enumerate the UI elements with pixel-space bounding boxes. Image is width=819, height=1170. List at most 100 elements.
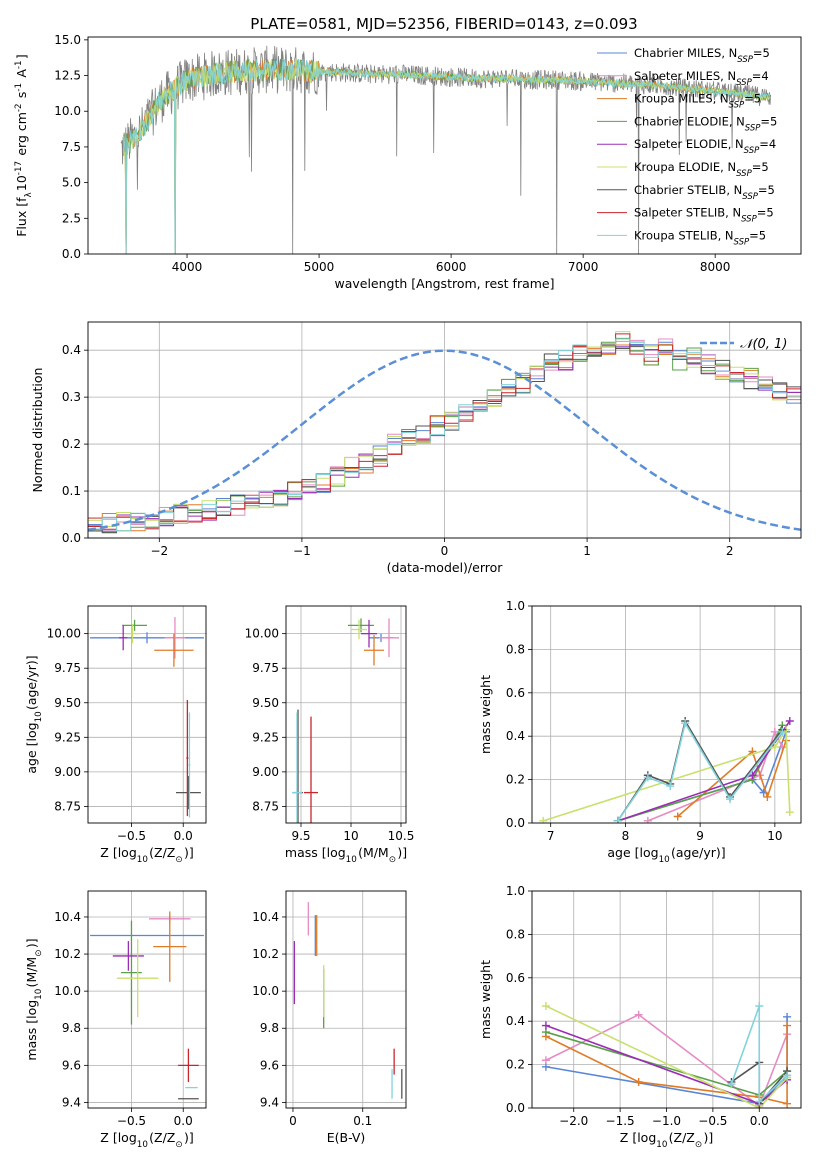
histogram-series bbox=[88, 345, 801, 534]
plus-marker bbox=[666, 782, 675, 791]
y-tick-label: 0.1 bbox=[62, 484, 81, 498]
y-axis-label: mass [log10 (M/M⊙ )] bbox=[24, 938, 44, 1060]
plus-marker bbox=[681, 719, 690, 728]
x-axis-label: (data-model)/error bbox=[387, 560, 504, 575]
plus-marker bbox=[748, 771, 757, 780]
x-axis-label: Z [log10 (Z/Z⊙ )] bbox=[620, 1130, 713, 1150]
errorbar-point bbox=[121, 920, 142, 1025]
x-tick-label: −1.0 bbox=[652, 1114, 681, 1128]
y-axis-label: mass weight bbox=[478, 960, 493, 1039]
plot-area-mass-vs-EBV bbox=[293, 902, 403, 1099]
plus-marker bbox=[783, 1012, 792, 1021]
x-tick-label: 10 bbox=[343, 829, 358, 843]
axes-residuals: −2 −1 0 1 2 0.0 0.1 0.2 0.3 0.4 (data-model)/error… bbox=[30, 321, 802, 575]
plot-area-massweight-vs-age bbox=[539, 717, 794, 823]
y-tick-label: 0.0 bbox=[506, 1101, 525, 1115]
errorbar-point bbox=[351, 619, 367, 640]
y-tick-label: 0.0 bbox=[62, 247, 81, 261]
errorbar-point bbox=[186, 699, 189, 817]
histogram-series bbox=[88, 338, 801, 532]
y-tick-label: 10.00 bbox=[47, 627, 81, 641]
axes-frame bbox=[285, 890, 407, 1109]
y-tick-label: 0.4 bbox=[506, 1014, 525, 1028]
plus-marker bbox=[763, 792, 772, 801]
y-tick-label: 8.75 bbox=[54, 799, 81, 813]
x-tick-label: 2 bbox=[726, 544, 734, 558]
y-tick-label: 15.0 bbox=[54, 33, 81, 47]
plus-marker bbox=[541, 1056, 550, 1065]
y-tick-label: 0.6 bbox=[506, 971, 525, 985]
massweight-series bbox=[542, 727, 791, 822]
errorbar-point bbox=[188, 712, 191, 818]
plus-marker bbox=[755, 1002, 764, 1011]
y-tick-label: 0.6 bbox=[506, 686, 525, 700]
x-tick-label: −2.0 bbox=[559, 1114, 588, 1128]
y-tick-label: 0.3 bbox=[62, 390, 81, 404]
plus-marker bbox=[770, 727, 779, 736]
errorbar-point bbox=[379, 618, 399, 658]
y-tick-label: 9.75 bbox=[252, 661, 279, 675]
y-tick-label: 0.2 bbox=[506, 773, 525, 787]
y-tick-label: 9.4 bbox=[62, 1095, 81, 1109]
axes-frame bbox=[285, 605, 407, 824]
axes-frame bbox=[87, 605, 207, 824]
errorbar-point bbox=[125, 623, 140, 644]
axes-age-vs-mass: 9.5 10 10.5 8.75 9.00 9.25 9.50 9.75 10.00 mass [… bbox=[245, 605, 415, 865]
x-tick-label: 0 bbox=[441, 544, 449, 558]
histogram-series bbox=[88, 333, 801, 530]
axes-frame bbox=[531, 890, 802, 1109]
y-tick-label: 9.50 bbox=[54, 696, 81, 710]
axes-frame bbox=[87, 36, 802, 255]
y-tick-label: 10.00 bbox=[245, 627, 279, 641]
plot-area-age-vs-Z bbox=[90, 617, 204, 818]
x-tick-label: −0.5 bbox=[698, 1114, 727, 1128]
x-tick-label: 10.5 bbox=[388, 829, 415, 843]
y-tick-label: 9.6 bbox=[62, 1058, 81, 1072]
y-tick-label: 9.6 bbox=[260, 1058, 279, 1072]
axes-massweight-vs-Z: −2.0 −1.5 −1.0 −0.5 0.0 0.0 0.2 0.4 0.6 0.8 1.0 Z [… bbox=[478, 884, 802, 1150]
massweight-series bbox=[545, 1013, 788, 1108]
y-tick-label: 9.00 bbox=[252, 765, 279, 779]
plus-marker bbox=[770, 743, 779, 752]
x-tick-label: 0.0 bbox=[750, 1114, 769, 1128]
errorbar-point bbox=[122, 619, 147, 631]
plus-marker bbox=[727, 1080, 736, 1089]
x-tick-label: 1 bbox=[583, 544, 591, 558]
y-tick-label: 10.2 bbox=[252, 947, 279, 961]
legend-label: Salpeter STELIB, NSSP=5 bbox=[634, 206, 774, 225]
x-axis-label: E(B-V) bbox=[327, 1130, 366, 1145]
axes-mass-vs-EBV: 0 0.1 9.4 9.6 9.8 10.0 10.2 10.4 E(B-V) bbox=[252, 890, 407, 1145]
gaussian-curve bbox=[88, 349, 801, 532]
plus-marker bbox=[541, 1002, 550, 1011]
x-tick-label: −1 bbox=[293, 544, 311, 558]
y-axis-label: age [log10 (age/yr)] bbox=[24, 655, 44, 773]
x-tick-label: 7 bbox=[547, 829, 555, 843]
y-tick-label: 12.5 bbox=[54, 69, 81, 83]
y-tick-label: 0.0 bbox=[506, 816, 525, 830]
errorbar-point bbox=[361, 619, 377, 648]
y-tick-label: 1.0 bbox=[506, 884, 525, 898]
x-tick-label: 0.0 bbox=[174, 829, 193, 843]
plus-marker bbox=[643, 773, 652, 782]
plot-area-spectrum bbox=[120, 45, 771, 254]
y-tick-label: 0.2 bbox=[62, 437, 81, 451]
x-tick-label: 0.0 bbox=[174, 1114, 193, 1128]
x-tick-label: −1.5 bbox=[606, 1114, 635, 1128]
errorbar-point bbox=[178, 1048, 199, 1083]
plus-marker bbox=[783, 1021, 792, 1030]
y-axis-label: Normed distribution bbox=[30, 368, 45, 493]
x-tick-label: 4000 bbox=[172, 260, 203, 274]
errorbar-point bbox=[153, 911, 187, 982]
y-tick-label: 9.4 bbox=[260, 1095, 279, 1109]
legend-label: 𝒩(0, 1) bbox=[740, 337, 787, 352]
x-axis-label: Z [log10 (Z/Z⊙ )] bbox=[100, 845, 193, 865]
y-tick-label: 9.8 bbox=[62, 1021, 81, 1035]
errorbar-point bbox=[112, 941, 144, 971]
errorbar-point bbox=[116, 939, 159, 1018]
plus-marker bbox=[785, 808, 794, 817]
x-tick-label: −0.5 bbox=[117, 829, 146, 843]
legend-label: Kroupa STELIB, NSSP=5 bbox=[634, 228, 766, 247]
x-tick-label: 6000 bbox=[436, 260, 467, 274]
